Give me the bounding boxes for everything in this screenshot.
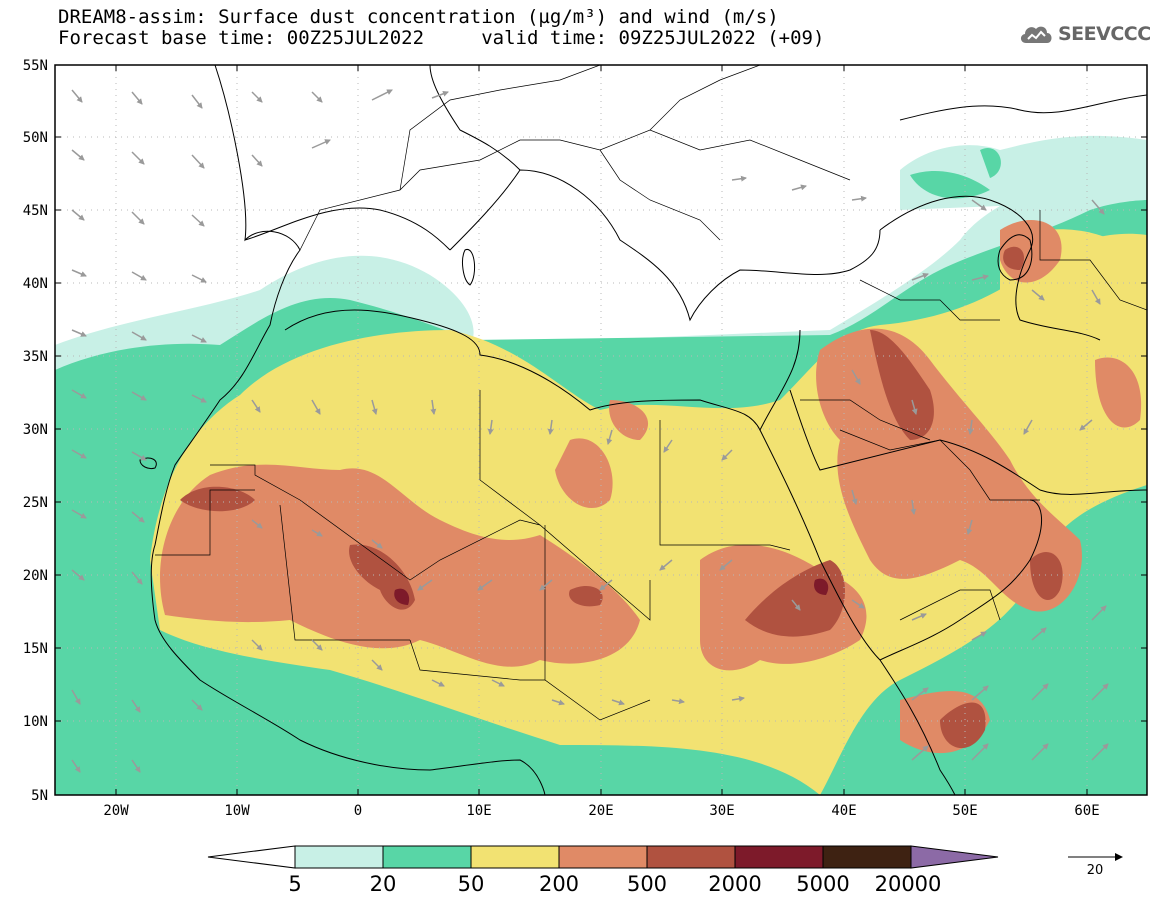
reference-wind-vector: 20 bbox=[1068, 853, 1123, 878]
colorbar-label: 500 bbox=[627, 872, 667, 896]
colorbar-bin bbox=[558, 845, 648, 869]
lat-label: 50N bbox=[23, 130, 48, 146]
reference-vector-label: 20 bbox=[1087, 863, 1104, 878]
colorbar-label: 20 bbox=[370, 872, 397, 896]
lon-label: 0 bbox=[354, 803, 362, 819]
lon-label: 50E bbox=[952, 803, 977, 819]
wind-vectors bbox=[71, 89, 1109, 773]
coastlines bbox=[139, 65, 1147, 795]
colorbar-label: 20000 bbox=[875, 872, 942, 896]
lon-label: 30E bbox=[709, 803, 734, 819]
colorbar-bin bbox=[822, 845, 912, 869]
lat-label: 10N bbox=[23, 714, 48, 730]
colorbar-bin bbox=[646, 845, 736, 869]
logo-text: SEEVCCC bbox=[1058, 23, 1151, 45]
lon-label: 10W bbox=[224, 803, 250, 819]
colorbar-bin bbox=[734, 845, 824, 869]
colorbar-bin bbox=[294, 845, 384, 869]
lat-label: 40N bbox=[23, 276, 48, 292]
lon-label: 40E bbox=[831, 803, 856, 819]
lat-label: 15N bbox=[23, 641, 48, 657]
longitude-labels: 20W 10W 0 10E 20E 30E 40E 50E 60E bbox=[103, 803, 1099, 819]
lon-label: 20E bbox=[588, 803, 613, 819]
dust-layer-2000-5000 bbox=[394, 578, 829, 605]
colorbar-label: 5 bbox=[288, 872, 301, 896]
colorbar-bin bbox=[382, 845, 472, 869]
lat-label: 20N bbox=[23, 568, 48, 584]
colorbar-over-triangle bbox=[910, 845, 999, 869]
colorbar-under-triangle bbox=[207, 845, 296, 869]
lat-label: 30N bbox=[23, 422, 48, 438]
lat-label: 25N bbox=[23, 495, 48, 511]
cloud-icon bbox=[1020, 26, 1052, 43]
forecast-time-subtitle: Forecast base time: 00Z25JUL2022 valid t… bbox=[58, 27, 825, 49]
map-title: DREAM8-assim: Surface dust concentration… bbox=[58, 6, 779, 28]
colorbar-label: 2000 bbox=[708, 872, 761, 896]
colorbar-bin bbox=[470, 845, 560, 869]
graticule bbox=[55, 65, 1147, 795]
colorbar: 5 20 50 200 500 2000 5000 20000 bbox=[207, 845, 999, 896]
lat-label: 45N bbox=[23, 203, 48, 219]
colorbar-label: 50 bbox=[458, 872, 485, 896]
lat-label: 5N bbox=[31, 788, 48, 804]
lat-label: 35N bbox=[23, 349, 48, 365]
lat-label: 55N bbox=[23, 58, 48, 74]
lon-label: 10E bbox=[466, 803, 491, 819]
colorbar-label: 5000 bbox=[796, 872, 849, 896]
axis-ticks bbox=[55, 64, 1147, 796]
country-borders bbox=[155, 65, 1147, 721]
seevccc-logo: SEEVCCC bbox=[1018, 22, 1151, 46]
lon-label: 60E bbox=[1074, 803, 1099, 819]
latitude-labels: 55N 50N 45N 40N 35N 30N 25N 20N 15N 10N … bbox=[23, 58, 48, 804]
colorbar-label: 200 bbox=[539, 872, 579, 896]
lon-label: 20W bbox=[103, 803, 129, 819]
